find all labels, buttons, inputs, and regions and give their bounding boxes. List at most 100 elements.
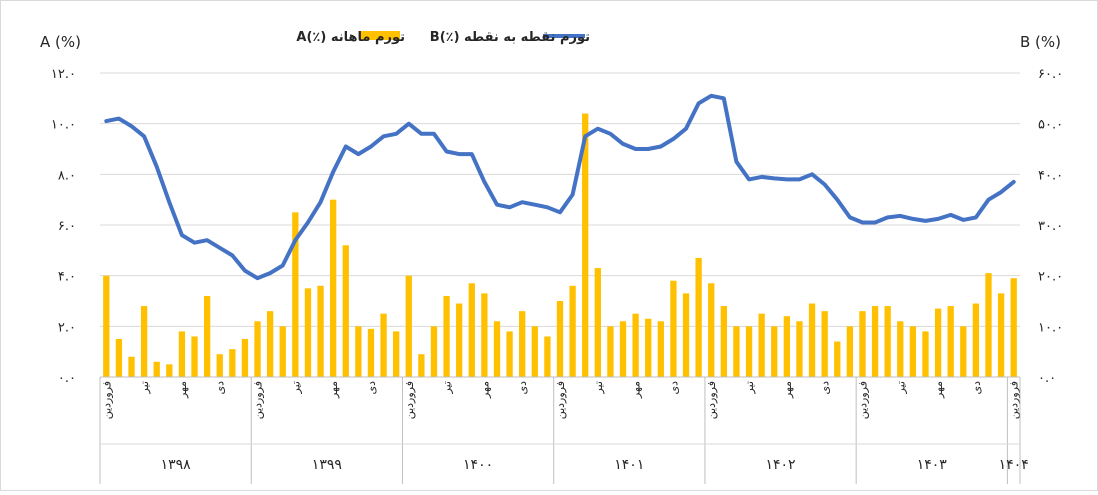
monthly-bar xyxy=(834,341,841,377)
monthly-bar xyxy=(103,275,110,377)
monthly-bar xyxy=(569,285,576,377)
monthly-bar xyxy=(456,303,463,377)
year-label: ۱۴۰۳ xyxy=(917,457,948,473)
monthly-bar xyxy=(922,331,929,377)
legend: تورم ماهانه (٪)A تورم نقطه به نقطه (٪)B xyxy=(296,30,590,45)
monthly-bar xyxy=(682,293,690,377)
right-tick-label: ۰.۰ xyxy=(1038,371,1056,386)
monthly-inflation-bars xyxy=(103,113,1017,378)
monthly-bar xyxy=(330,199,337,377)
month-tick-label: تیر xyxy=(289,381,302,394)
left-tick-label: ۴.۰ xyxy=(58,270,76,285)
month-tick-label: دی xyxy=(516,381,529,395)
monthly-bar xyxy=(859,311,866,377)
month-tick-label: تیر xyxy=(743,381,756,394)
year-label: ۱۴۰۱ xyxy=(614,457,644,473)
monthly-bar xyxy=(884,306,891,377)
monthly-bar xyxy=(355,326,362,377)
monthly-bar xyxy=(367,328,375,377)
monthly-bar xyxy=(153,361,160,377)
month-tick-label: دی xyxy=(365,381,378,395)
monthly-bar xyxy=(519,311,526,377)
monthly-bar xyxy=(266,311,274,377)
year-label: ۱۴۰۲ xyxy=(766,457,796,473)
month-tick-label: مهر xyxy=(176,381,189,399)
monthly-bar xyxy=(594,268,601,377)
month-tick-label: مهر xyxy=(630,381,643,399)
month-tick-label: فروردین xyxy=(1008,381,1021,419)
monthly-bar xyxy=(960,326,967,377)
monthly-bar xyxy=(897,321,904,377)
monthly-bar xyxy=(254,321,261,377)
month-tick-label: دی xyxy=(819,381,832,395)
right-axis-ticks: ۰.۰ ۱۰.۰ ۲۰.۰ ۳۰.۰ ۴۰.۰ ۵۰.۰ ۶۰.۰ xyxy=(1038,67,1063,386)
month-tick-label: فروردین xyxy=(705,381,718,419)
monthly-bar xyxy=(531,326,538,377)
right-tick-label: ۱۰.۰ xyxy=(1038,320,1063,335)
monthly-bar xyxy=(393,331,400,377)
legend-label-point: تورم نقطه به نقطه (٪)B xyxy=(430,30,590,45)
monthly-bar xyxy=(1010,278,1017,377)
monthly-bar xyxy=(632,313,639,377)
monthly-bar xyxy=(720,306,727,377)
month-tick-label: تیر xyxy=(592,381,605,394)
monthly-bar xyxy=(556,301,564,377)
month-tick-label: فروردین xyxy=(252,381,265,419)
monthly-bar xyxy=(493,321,501,377)
month-tick-label: مهر xyxy=(327,381,340,399)
monthly-bar xyxy=(846,326,854,377)
monthly-bar xyxy=(808,303,816,377)
monthly-bar xyxy=(670,280,677,377)
monthly-bar xyxy=(178,331,186,377)
month-tick-label: تیر xyxy=(138,381,151,394)
monthly-bar xyxy=(733,326,740,377)
monthly-bar xyxy=(947,306,954,377)
monthly-bar xyxy=(871,306,879,377)
month-tick-label: دی xyxy=(214,381,227,395)
monthly-bar xyxy=(909,326,917,377)
monthly-bar xyxy=(506,331,513,377)
monthly-bar xyxy=(140,306,148,377)
month-tick-label: فروردین xyxy=(403,381,416,419)
monthly-bar xyxy=(430,326,438,377)
monthly-bar xyxy=(607,326,614,377)
month-tick-label: فروردین xyxy=(856,381,869,419)
right-axis-title: B (%) xyxy=(1020,33,1061,51)
monthly-bar xyxy=(758,313,765,377)
month-tick-label: مهر xyxy=(781,381,794,399)
point-to-point-inflation-line xyxy=(104,93,1016,281)
left-tick-label: ۶.۰ xyxy=(58,219,76,234)
right-tick-label: ۳۰.۰ xyxy=(1038,219,1063,234)
monthly-bar xyxy=(304,288,312,377)
monthly-bar xyxy=(783,316,790,377)
monthly-bar xyxy=(695,257,702,377)
monthly-bar xyxy=(796,321,803,377)
monthly-bar xyxy=(203,295,211,377)
monthly-bar xyxy=(972,303,980,377)
monthly-bar xyxy=(619,321,627,377)
monthly-bar xyxy=(468,283,475,377)
point-to-point-line xyxy=(104,93,1016,281)
monthly-bar xyxy=(380,313,387,377)
left-tick-label: ۱۰.۰ xyxy=(51,118,76,133)
monthly-bar xyxy=(657,321,664,377)
monthly-bar xyxy=(582,113,589,378)
month-tick-label: دی xyxy=(667,381,680,395)
monthly-bar xyxy=(128,356,135,377)
monthly-bar xyxy=(821,311,828,377)
month-tick-label: تیر xyxy=(441,381,454,394)
right-tick-label: ۶۰.۰ xyxy=(1038,67,1063,82)
monthly-bar xyxy=(985,273,992,377)
left-tick-label: ۱۲.۰ xyxy=(51,67,76,82)
monthly-bar xyxy=(216,354,223,377)
x-axis: فروردین تیر مهر دی فروردین تیر مهر دی فروردین تیر… xyxy=(99,376,1029,484)
monthly-bar xyxy=(443,295,450,377)
monthly-bar xyxy=(166,364,173,377)
year-label: ۱۴۰۴ xyxy=(999,457,1029,473)
monthly-bar xyxy=(481,293,488,377)
monthly-bar xyxy=(241,339,249,377)
month-tick-label: تیر xyxy=(894,381,907,394)
monthly-bar xyxy=(997,293,1005,377)
left-tick-label: ۲.۰ xyxy=(58,320,76,335)
